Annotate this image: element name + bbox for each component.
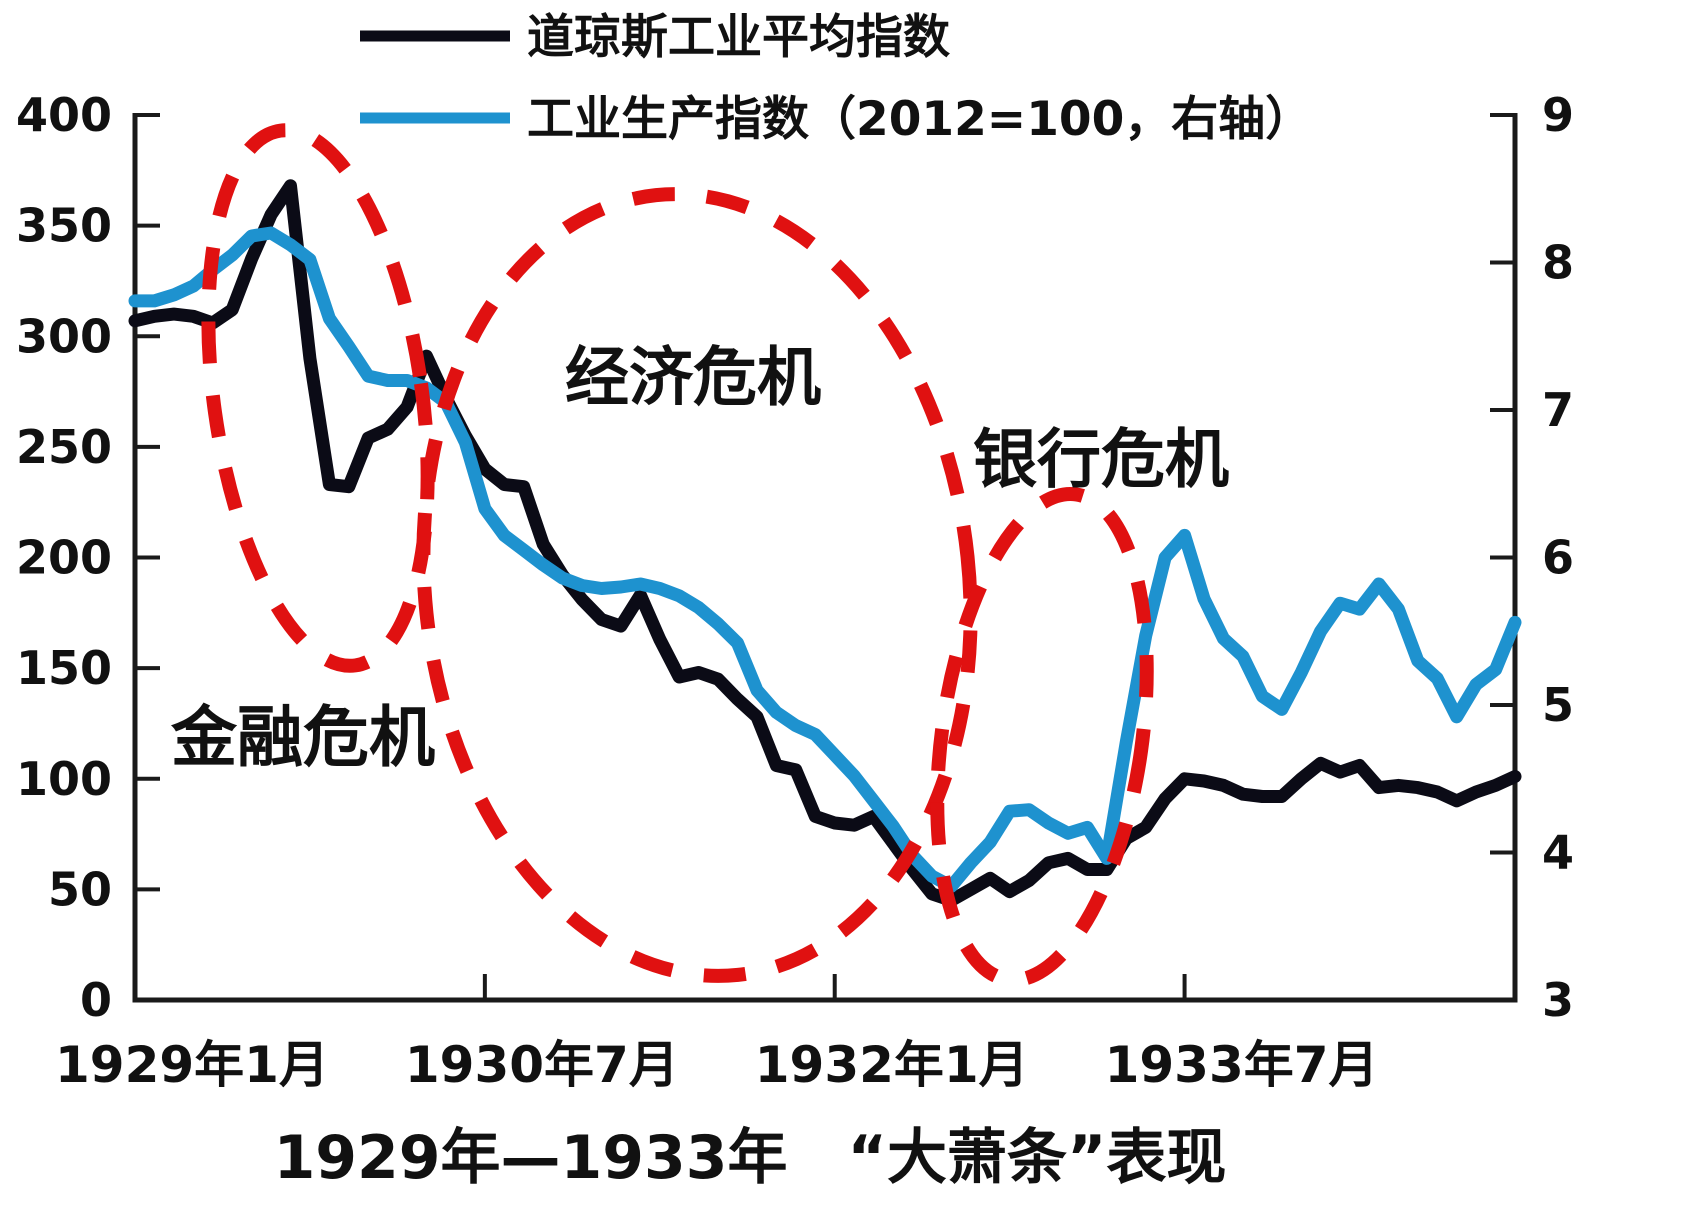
right-axis-tick-label: 3 (1542, 973, 1574, 1027)
series-group (128, 179, 1522, 907)
left-axis-tick-label: 200 (16, 531, 112, 585)
right-axis-tick-label: 6 (1542, 531, 1574, 585)
legend-label-dow: 道琼斯工业平均指数 (527, 10, 950, 65)
left-axis-tick-label: 0 (80, 973, 112, 1027)
left-axis-tick-label: 150 (16, 641, 112, 695)
left-axis-tick-label: 350 (16, 199, 112, 253)
axes-frame (132, 113, 1518, 1003)
crisis-label: 银行危机 (973, 423, 1229, 497)
right-axis-tick-label: 4 (1542, 826, 1574, 880)
left-axis-tick-label: 100 (16, 752, 112, 806)
crisis-ellipse (930, 486, 1154, 988)
crisis-ellipse (201, 123, 435, 673)
left-axis-tick-label: 50 (48, 862, 112, 916)
x-axis-tick-label: 1933年7月 (1105, 1036, 1379, 1094)
right-axis-tick-label: 7 (1542, 383, 1574, 437)
left-axis-tick-label: 300 (16, 309, 112, 363)
crisis-label: 金融危机 (170, 699, 435, 776)
axis-ticks-group: 400 350 300 250 200 150 100 50 0 9 8 7 6 5 4 3 1929年1月 19… (16, 88, 1574, 1094)
x-axis-tick-label: 1929年1月 (55, 1036, 329, 1094)
x-axis-tick-label: 1930年7月 (405, 1036, 679, 1094)
legend: 道琼斯工业平均指数 工业生产指数（2012=100，右轴） (360, 10, 1312, 147)
dow-jones-line (128, 179, 1522, 907)
right-axis-tick-label: 9 (1542, 88, 1574, 142)
legend-label-ip: 工业生产指数（2012=100，右轴） (527, 92, 1312, 147)
crisis-label: 经济危机 (565, 341, 821, 415)
right-axis-tick-label: 5 (1542, 678, 1574, 732)
left-axis-tick-label: 250 (16, 420, 112, 474)
industrial-production-line (128, 226, 1522, 893)
chart-title: 1929年—1933年 “大萧条”表现 (274, 1123, 1227, 1193)
right-axis-tick-label: 8 (1542, 236, 1574, 290)
left-axis-tick-label: 400 (16, 88, 112, 142)
x-axis-tick-label: 1932年1月 (755, 1036, 1029, 1094)
crisis-ellipse (416, 187, 978, 983)
